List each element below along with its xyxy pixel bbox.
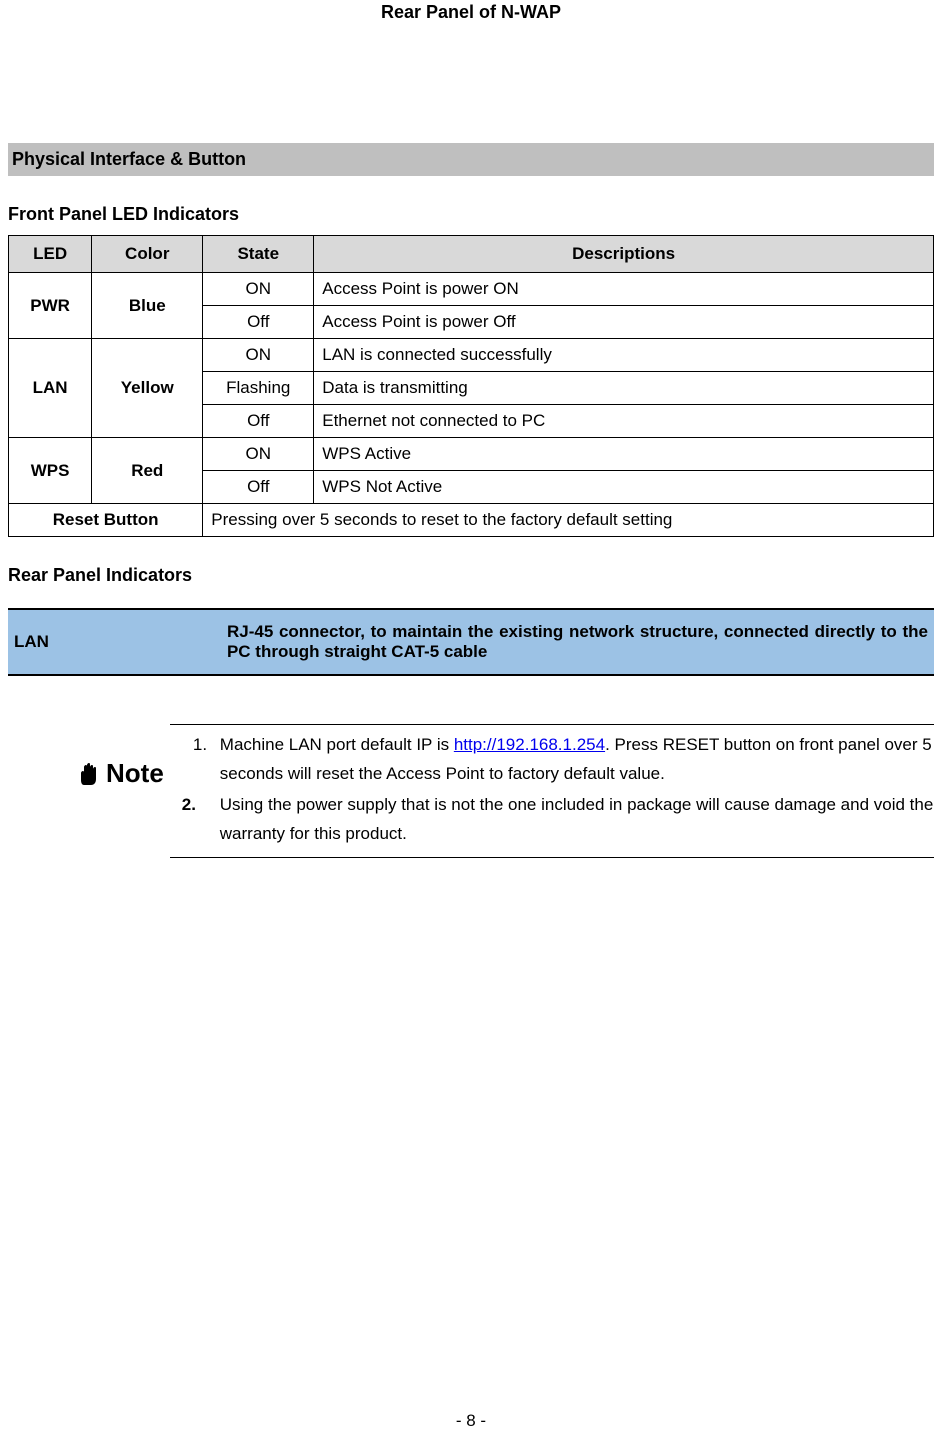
rear-panel-table: LAN RJ-45 connector, to maintain the exi… [8, 608, 934, 676]
cell-led: PWR [9, 273, 92, 339]
rear-cell-label: LAN [8, 609, 221, 675]
led-indicators-table: LED Color State Descriptions PWR Blue ON… [8, 235, 934, 537]
cell-led: LAN [9, 339, 92, 438]
table-row-reset: Reset Button Pressing over 5 seconds to … [9, 504, 934, 537]
note-body: Machine LAN port default IP is http://19… [170, 724, 934, 858]
cell-color: Blue [92, 273, 203, 339]
page: Rear Panel of N-WAP Physical Interface &… [0, 0, 942, 1451]
note-list: Machine LAN port default IP is http://19… [170, 731, 934, 849]
cell-desc: LAN is connected successfully [314, 339, 934, 372]
page-number: - 8 - [0, 1411, 942, 1431]
col-color: Color [92, 236, 203, 273]
cell-led: WPS [9, 438, 92, 504]
cell-desc: WPS Active [314, 438, 934, 471]
cell-state: ON [203, 339, 314, 372]
cell-state: Off [203, 405, 314, 438]
col-desc: Descriptions [314, 236, 934, 273]
rear-cell-desc: RJ-45 connector, to maintain the existin… [221, 609, 934, 675]
cell-state: ON [203, 438, 314, 471]
note-item-number: 2. [182, 791, 196, 820]
cell-desc: Access Point is power Off [314, 306, 934, 339]
note-label: Note [78, 724, 170, 789]
table-row: LAN RJ-45 connector, to maintain the exi… [8, 609, 934, 675]
cell-desc: Access Point is power ON [314, 273, 934, 306]
cell-color: Red [92, 438, 203, 504]
note-block: Note Machine LAN port default IP is http… [78, 724, 934, 858]
cell-state: Flashing [203, 372, 314, 405]
rear-panel-subhead: Rear Panel Indicators [8, 565, 934, 586]
cell-color: Yellow [92, 339, 203, 438]
col-state: State [203, 236, 314, 273]
table-row: PWR Blue ON Access Point is power ON [9, 273, 934, 306]
note-item: Machine LAN port default IP is http://19… [212, 731, 934, 789]
cell-desc: WPS Not Active [314, 471, 934, 504]
cell-state: ON [203, 273, 314, 306]
front-panel-subhead: Front Panel LED Indicators [8, 204, 934, 225]
note-item: 2. Using the power supply that is not th… [212, 791, 934, 849]
note-item-pre: Machine LAN port default IP is [220, 735, 454, 754]
section-heading: Physical Interface & Button [8, 143, 934, 176]
cell-state: Off [203, 306, 314, 339]
table-row: LAN Yellow ON LAN is connected successfu… [9, 339, 934, 372]
table-header-row: LED Color State Descriptions [9, 236, 934, 273]
cell-reset-desc: Pressing over 5 seconds to reset to the … [203, 504, 934, 537]
note-hand-icon [78, 761, 100, 787]
col-led: LED [9, 236, 92, 273]
default-ip-link[interactable]: http://192.168.1.254 [454, 735, 605, 754]
note-item-text: Using the power supply that is not the o… [220, 795, 934, 843]
figure-caption: Rear Panel of N-WAP [8, 0, 934, 143]
note-label-text: Note [106, 758, 164, 789]
cell-desc: Data is transmitting [314, 372, 934, 405]
cell-reset-label: Reset Button [9, 504, 203, 537]
cell-desc: Ethernet not connected to PC [314, 405, 934, 438]
cell-state: Off [203, 471, 314, 504]
table-row: WPS Red ON WPS Active [9, 438, 934, 471]
